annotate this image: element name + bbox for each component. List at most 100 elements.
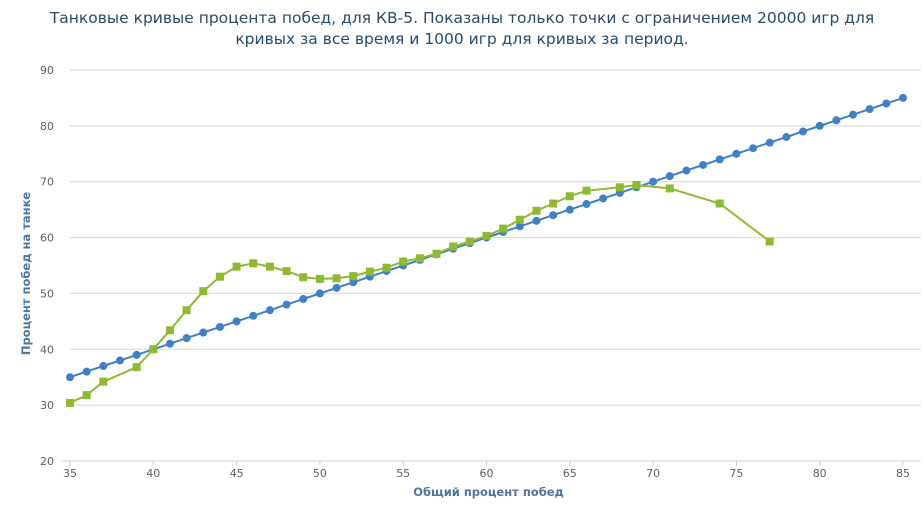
blue-series-point (199, 328, 208, 337)
y-tick-label: 40 (40, 343, 54, 356)
green-series-point (365, 267, 374, 276)
blue-series-point (249, 311, 258, 320)
y-tick-label: 90 (40, 64, 54, 77)
grid (70, 69, 921, 406)
x-tick-label: 65 (563, 467, 577, 480)
green-series-point (382, 263, 391, 272)
blue-series-point (649, 177, 658, 186)
green-series-point (432, 249, 441, 258)
blue-series-point (332, 283, 341, 292)
green-series-point (465, 237, 474, 246)
blue-series-point (882, 99, 891, 108)
blue-series-point (715, 155, 724, 164)
blue-series-point (315, 289, 324, 298)
y-tick-label: 20 (40, 455, 54, 468)
blue-series-point (115, 356, 124, 365)
blue-series-point (665, 172, 674, 181)
green-series-point (232, 262, 241, 271)
green-series-point (765, 237, 774, 246)
green-series-point (499, 224, 508, 233)
green-series-point (66, 398, 74, 407)
x-tick-label: 35 (63, 467, 77, 480)
axes: 20 30 40 50 60 70 80 90 35 40 45 50 55 60 65 70 75 80 85 (40, 64, 921, 480)
blue-series-point (165, 339, 174, 348)
green-series-point (82, 391, 91, 400)
blue-series-point (765, 138, 774, 147)
green-series-point (149, 345, 158, 354)
green-series-point (99, 377, 108, 386)
y-tick-label: 80 (40, 120, 54, 133)
green-series-point (582, 186, 591, 195)
blue-series-point (82, 367, 91, 376)
green-series-point (615, 183, 624, 192)
blue-series-point (565, 205, 574, 214)
green-series-point (249, 259, 258, 268)
x-tick-label: 55 (396, 467, 410, 480)
blue-series-point (899, 93, 907, 102)
blue-series-point (865, 105, 874, 114)
blue-series-point (699, 160, 708, 169)
green-series-point (399, 257, 408, 266)
blue-series-point (515, 222, 524, 231)
green-series-point (449, 242, 458, 251)
blue-series-point (99, 362, 108, 371)
blue-series-point (232, 317, 241, 326)
blue-series-point (682, 166, 691, 175)
green-series-point (565, 192, 574, 201)
x-tick-label: 70 (646, 467, 660, 480)
blue-series-point (815, 121, 824, 130)
green-series-point (315, 274, 324, 283)
blue-series-point (299, 295, 308, 304)
x-tick-label: 45 (230, 467, 244, 480)
green-series-point (215, 272, 224, 281)
y-tick-label: 70 (40, 176, 54, 189)
blue-series-point (282, 300, 291, 309)
green-series-point (132, 363, 141, 372)
x-tick-label: 40 (146, 467, 160, 480)
green-series-point (665, 184, 674, 193)
blue-series-point (849, 110, 858, 119)
y-tick-label: 50 (40, 287, 54, 300)
blue-series-point (782, 133, 791, 142)
green-series-point (532, 206, 541, 215)
green-series-point (182, 306, 191, 315)
blue-series-point (349, 278, 358, 287)
y-axis-title: Процент побед на танке (19, 192, 33, 356)
green-series-point (282, 267, 291, 276)
blue-series-point (265, 306, 274, 315)
blue-series-point (532, 216, 541, 225)
x-tick-label: 80 (813, 467, 827, 480)
green-series-point (415, 254, 424, 263)
y-tick-label: 60 (40, 232, 54, 245)
blue-series-point (66, 373, 74, 382)
blue-series-point (832, 116, 841, 125)
green-series-point (482, 231, 491, 240)
green-series-point (549, 199, 558, 208)
blue-series-point (215, 322, 224, 331)
green-series-point (299, 273, 308, 282)
y-tick-label: 30 (40, 399, 54, 412)
x-axis-title: Общий процент побед (413, 485, 564, 499)
x-tick-label: 60 (480, 467, 494, 480)
blue-series-point (582, 200, 591, 209)
green-series-point (715, 199, 724, 208)
blue-series-point (799, 127, 808, 136)
green-series-point (632, 181, 641, 190)
green-series-point (349, 272, 358, 281)
blue-series-point (599, 194, 608, 203)
blue-series-point (132, 350, 141, 359)
blue-series-point (732, 149, 741, 158)
x-tick-label: 85 (896, 467, 910, 480)
x-tick-label: 75 (729, 467, 743, 480)
blue-series-point (549, 211, 558, 220)
blue-series-point (749, 144, 758, 153)
green-series-point (332, 274, 341, 283)
blue-series-point (182, 334, 191, 343)
green-series-point (199, 287, 208, 296)
series-layer (66, 93, 907, 407)
green-series-line (69, 184, 771, 404)
green-series-point (165, 326, 174, 335)
green-series-point (515, 215, 524, 224)
x-tick-label: 50 (313, 467, 327, 480)
